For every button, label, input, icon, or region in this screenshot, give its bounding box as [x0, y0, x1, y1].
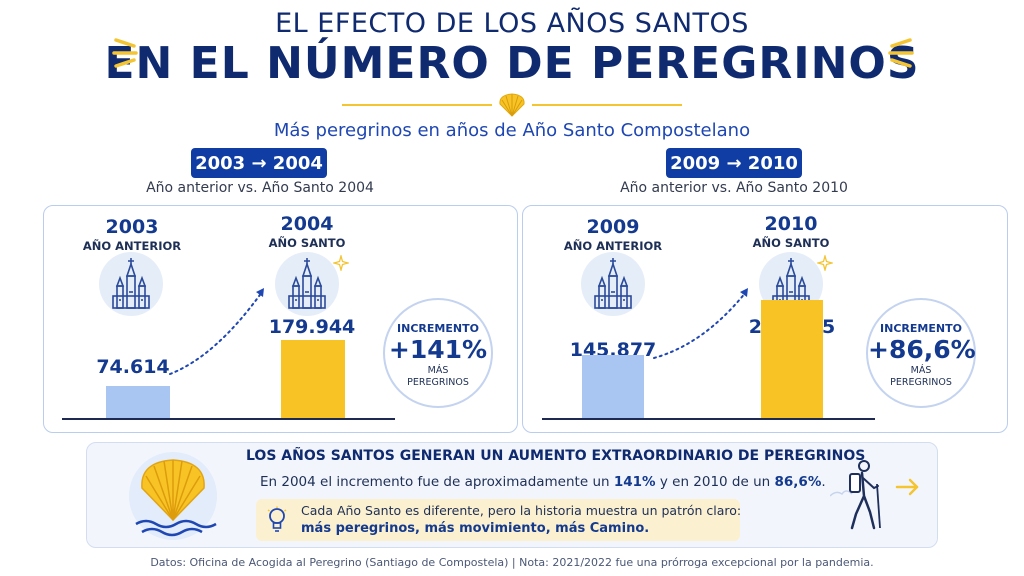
cathedral-icon [275, 252, 339, 316]
prev-year-header: 2009 AÑO ANTERIOR [553, 216, 673, 253]
title-divider-left [342, 104, 492, 106]
bar-2003 [106, 386, 170, 418]
summary-title: LOS AÑOS SANTOS GENERAN UN AUMENTO EXTRA… [246, 448, 866, 464]
prev-year-label: AÑO ANTERIOR [563, 239, 663, 253]
increment-badge-2004: INCREMENTO +141% MÁS PEREGRINOS [383, 298, 493, 408]
note-highlight: más peregrinos, más movimiento, más Cami… [301, 521, 650, 536]
cathedral-icon [581, 252, 645, 316]
prev-year: 2003 [105, 216, 159, 238]
hiker-icon [830, 460, 881, 530]
increment-label: INCREMENTO [880, 322, 962, 335]
summary-line: En 2004 el incremento fue de aproximadam… [260, 474, 826, 490]
holy-year-header: 2004 AÑO SANTO [247, 213, 367, 250]
increment-label: INCREMENTO [397, 322, 479, 335]
note-text: Cada Año Santo es diferente, pero la his… [301, 503, 742, 518]
period-badge-2010: 2009 → 2010 [666, 148, 802, 178]
sparkle-icon [817, 255, 833, 271]
holy-year-header: 2010 AÑO SANTO [731, 213, 851, 250]
increment-sub-1: MÁS [427, 365, 449, 376]
prev-year-label: AÑO ANTERIOR [82, 239, 182, 253]
summary-highlight-2004: 141% [613, 474, 656, 490]
subtitle: Más peregrinos en años de Año Santo Comp… [273, 120, 751, 141]
sparkle-icon [333, 255, 349, 271]
trend-arrow [169, 288, 264, 375]
period-caption-2004: Año anterior vs. Año Santo 2004 [146, 180, 374, 196]
footer-source: Datos: Oficina de Acogida al Peregrino (… [150, 556, 874, 569]
period-badge-2004: 2003 → 2004 [191, 148, 327, 178]
increment-sub-2: PEREGRINOS [407, 377, 469, 388]
increment-sub-1: MÁS [910, 365, 932, 376]
increment-value: +86,6% [868, 335, 976, 364]
chart-baseline [62, 418, 395, 420]
bar-value-2004: 179.944 [268, 316, 356, 338]
title-divider-right [532, 104, 682, 106]
scallop-shell-icon [499, 93, 525, 117]
bar-value-2003: 74.614 [96, 356, 170, 378]
lightbulb-icon [267, 506, 287, 532]
increment-badge-2010: INCREMENTO +86,6% MÁS PEREGRINOS [866, 298, 976, 408]
chart-baseline [542, 418, 875, 420]
scallop-shell-icon [129, 452, 217, 540]
trend-arrow [653, 288, 748, 359]
arrow-right-icon [895, 478, 919, 496]
holy-year: 2004 [280, 213, 334, 235]
holy-year: 2010 [764, 213, 818, 235]
summary-text-a: En 2004 el incremento fue de aproximadam… [260, 474, 614, 490]
holy-year-label: AÑO SANTO [752, 236, 830, 250]
sparkle-icon [112, 38, 138, 68]
sparkle-icon [888, 38, 914, 68]
bar-2009 [582, 355, 644, 418]
increment-value: +141% [388, 335, 488, 364]
note-box [256, 499, 740, 541]
prev-year: 2009 [586, 216, 640, 238]
holy-year-label: AÑO SANTO [268, 236, 346, 250]
increment-sub-2: PEREGRINOS [890, 377, 952, 388]
cathedral-icon [99, 252, 163, 316]
summary-highlight-2010: 86,6% [774, 474, 822, 490]
title-line-1: EL EFECTO DE LOS AÑOS SANTOS [275, 8, 749, 39]
period-caption-2010: Año anterior vs. Año Santo 2010 [620, 180, 848, 196]
bar-2010 [761, 300, 823, 418]
summary-text-c: y en 2010 de un [655, 474, 775, 490]
prev-year-header: 2003 AÑO ANTERIOR [72, 216, 192, 253]
summary-text-e: . [821, 474, 826, 490]
bar-2004 [281, 340, 345, 418]
title-line-2: EN EL NÚMERO DE PEREGRINOS [104, 38, 920, 89]
